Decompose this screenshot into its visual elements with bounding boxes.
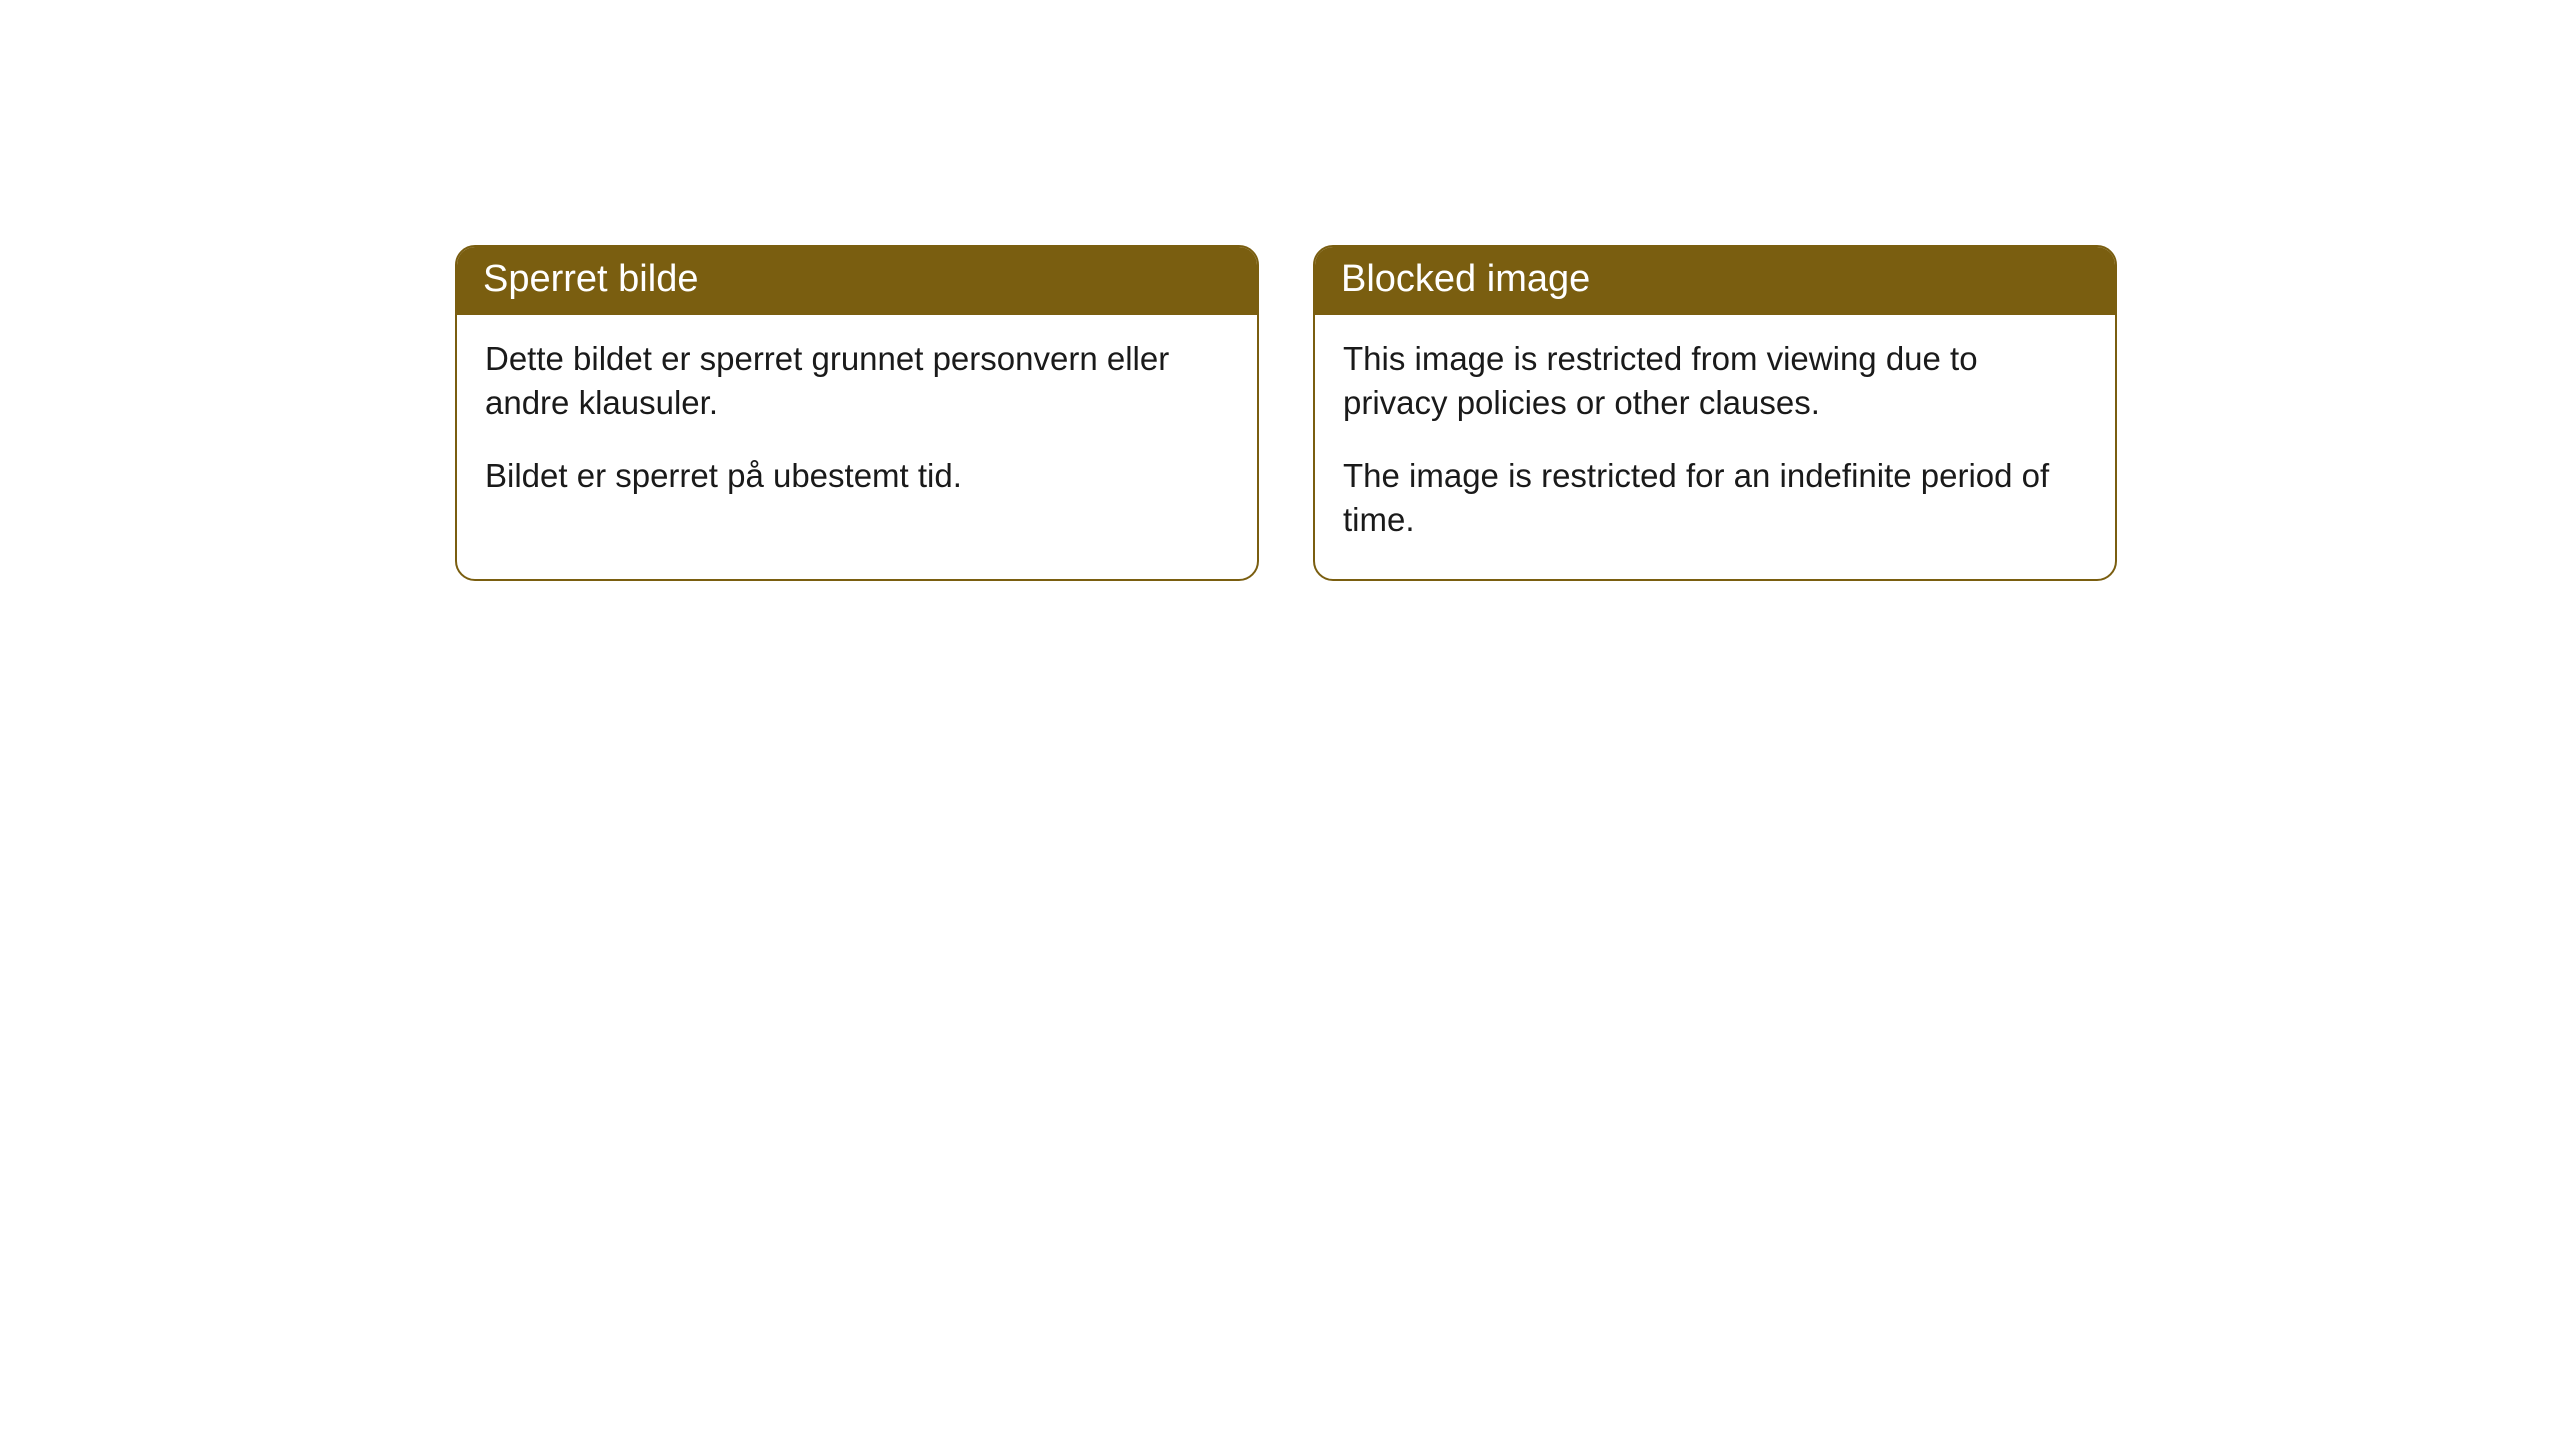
notice-paragraph-2: Bildet er sperret på ubestemt tid. bbox=[485, 454, 1229, 499]
notice-body-norwegian: Dette bildet er sperret grunnet personve… bbox=[457, 315, 1257, 535]
notice-paragraph-1: This image is restricted from viewing du… bbox=[1343, 337, 2087, 426]
notice-header-english: Blocked image bbox=[1315, 247, 2115, 315]
notice-body-english: This image is restricted from viewing du… bbox=[1315, 315, 2115, 579]
notice-paragraph-1: Dette bildet er sperret grunnet personve… bbox=[485, 337, 1229, 426]
notice-container: Sperret bilde Dette bildet er sperret gr… bbox=[0, 0, 2560, 581]
notice-paragraph-2: The image is restricted for an indefinit… bbox=[1343, 454, 2087, 543]
notice-card-english: Blocked image This image is restricted f… bbox=[1313, 245, 2117, 581]
notice-card-norwegian: Sperret bilde Dette bildet er sperret gr… bbox=[455, 245, 1259, 581]
notice-header-norwegian: Sperret bilde bbox=[457, 247, 1257, 315]
